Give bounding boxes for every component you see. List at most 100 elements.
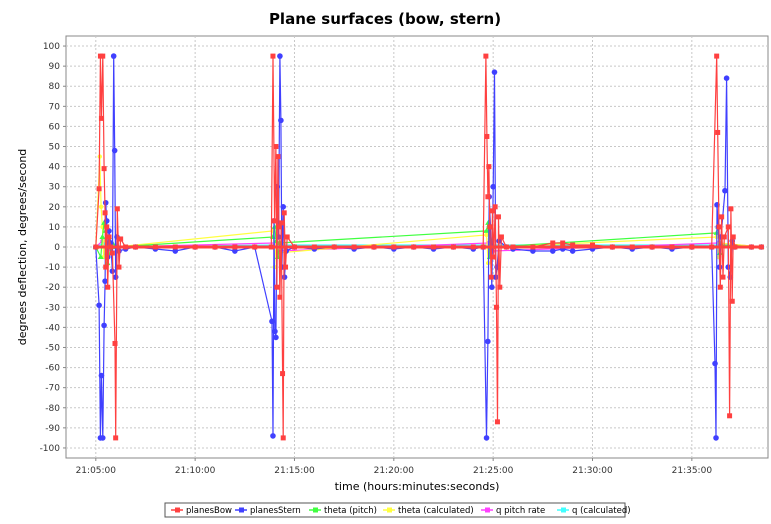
- data-point-planesbow: [276, 224, 282, 230]
- legend-swatch-marker: [561, 507, 566, 513]
- legend-swatch-marker: [387, 507, 392, 513]
- data-point-planesstern: [723, 75, 730, 81]
- data-point-planesbow: [487, 224, 493, 230]
- data-point-planesbow: [277, 294, 283, 300]
- data-point-planesbow: [717, 284, 723, 290]
- y-tick-label: -90: [45, 424, 60, 434]
- series-layer: [92, 53, 765, 441]
- data-point-planesbow: [280, 371, 286, 377]
- data-point-planesbow: [118, 236, 124, 242]
- data-point-planesbow: [112, 340, 118, 346]
- data-point-planesbow: [272, 218, 278, 224]
- data-point-planesstern: [712, 360, 718, 367]
- data-point-planesstern: [111, 147, 118, 154]
- data-point-theta-calculated: [98, 204, 104, 210]
- data-point-theta-pitch: [483, 227, 490, 233]
- data-point-planesbow: [493, 304, 499, 310]
- data-point-planesbow: [497, 284, 503, 290]
- data-point-theta-pitch: [97, 254, 104, 260]
- x-tick-label: 21:35:00: [672, 466, 713, 476]
- y-tick-label: -40: [45, 323, 60, 333]
- data-point-planesbow: [716, 224, 722, 230]
- x-tick-label: 21:25:00: [473, 466, 514, 476]
- y-tick-label: 30: [49, 183, 61, 193]
- x-tick-label: 21:10:00: [175, 466, 216, 476]
- data-point-planesstern: [713, 435, 719, 441]
- x-tick-label: 21:15:00: [274, 466, 315, 476]
- data-point-planesbow: [489, 208, 495, 214]
- data-point-planesbow: [274, 284, 280, 290]
- data-point-planesstern: [569, 248, 576, 254]
- data-point-planesbow: [720, 274, 726, 280]
- data-point-planesbow: [729, 298, 735, 304]
- data-point-planesbow: [98, 115, 104, 121]
- legend-swatch-marker: [485, 507, 490, 513]
- data-point-planesbow: [486, 164, 492, 170]
- y-tick-label: -20: [45, 283, 60, 293]
- data-point-planesbow: [485, 194, 491, 200]
- data-point-planesbow: [498, 234, 504, 240]
- axis-layer: 1009080706050403020100-10-20-30-40-50-60…: [40, 42, 713, 476]
- data-point-planesbow: [725, 224, 731, 230]
- data-point-planesbow: [491, 254, 497, 260]
- data-point-planesstern: [278, 117, 284, 124]
- y-tick-label: -80: [45, 404, 60, 414]
- data-point-theta-pitch: [99, 233, 106, 239]
- data-point-planesbow: [715, 129, 721, 135]
- chart-title: Plane surfaces (bow, stern): [269, 10, 501, 28]
- y-tick-label: 80: [49, 82, 61, 92]
- y-tick-label: 0: [54, 243, 60, 253]
- data-point-planesbow: [492, 204, 498, 210]
- x-tick-label: 21:05:00: [76, 466, 117, 476]
- data-point-planesstern: [272, 328, 278, 335]
- legend-label: q pitch rate: [496, 506, 545, 516]
- data-point-planesbow: [102, 210, 108, 216]
- data-point-planesbow: [488, 274, 494, 280]
- data-point-planesstern: [102, 278, 108, 284]
- data-point-planesstern: [102, 199, 109, 206]
- data-point-planesbow: [114, 206, 120, 212]
- data-point-planesbow: [494, 419, 500, 425]
- y-axis-label: degrees deflection, degrees/second: [16, 149, 29, 346]
- data-point-planesbow: [270, 53, 276, 59]
- y-tick-label: 60: [49, 122, 61, 132]
- data-point-planesbow: [96, 186, 102, 192]
- data-point-planesbow: [103, 264, 109, 270]
- data-point-planesbow: [721, 234, 727, 240]
- data-point-planesbow: [280, 435, 286, 441]
- data-point-planesstern: [490, 183, 496, 190]
- data-point-planesbow: [113, 435, 119, 441]
- legend: planesBow planesStern theta (pitch) theta (…: [164, 502, 631, 518]
- data-point-planesbow: [719, 214, 725, 220]
- data-point-planesstern: [96, 302, 102, 309]
- y-tick-label: 90: [49, 62, 61, 72]
- data-point-planesstern: [489, 284, 495, 290]
- data-point-planesbow: [727, 413, 733, 419]
- data-point-planesstern: [273, 334, 279, 341]
- legend-swatch-marker: [313, 507, 318, 513]
- y-tick-label: 20: [49, 203, 61, 213]
- data-point-planesbow: [495, 214, 501, 220]
- data-point-planesstern: [99, 435, 106, 441]
- legend-swatch-marker: [239, 507, 244, 513]
- y-tick-label: -50: [45, 343, 60, 353]
- data-point-planesbow: [278, 220, 284, 226]
- data-point-planesstern: [483, 435, 490, 441]
- data-point-planesstern: [270, 433, 276, 439]
- data-point-planesstern: [280, 204, 287, 210]
- data-point-planesstern: [110, 53, 117, 59]
- data-point-planesbow: [560, 240, 566, 246]
- legend-swatch-marker: [175, 507, 180, 513]
- data-point-planesbow: [483, 53, 489, 59]
- data-point-planesbow: [104, 224, 110, 230]
- y-tick-label: 50: [49, 143, 61, 153]
- legend-label: theta (calculated): [398, 506, 474, 516]
- y-tick-label: 70: [49, 102, 61, 112]
- data-point-planesbow: [284, 234, 290, 240]
- data-point-planesbow: [101, 166, 107, 172]
- x-axis-label: time (hours:minutes:seconds): [335, 480, 500, 493]
- legend-label: planesStern: [250, 506, 301, 516]
- data-point-planesbow: [273, 144, 279, 150]
